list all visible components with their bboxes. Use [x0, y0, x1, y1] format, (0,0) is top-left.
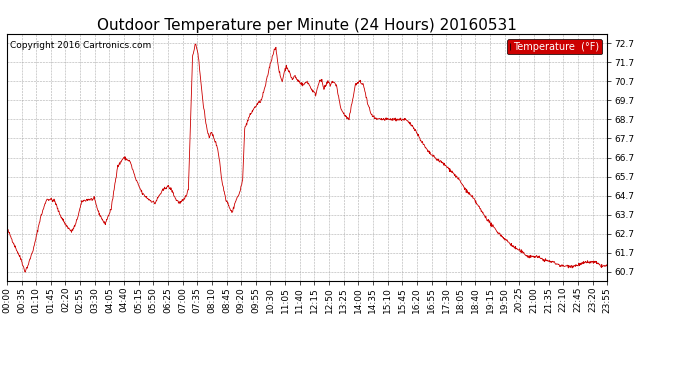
Text: Copyright 2016 Cartronics.com: Copyright 2016 Cartronics.com	[10, 41, 151, 50]
Legend: Temperature  (°F): Temperature (°F)	[507, 39, 602, 54]
Title: Outdoor Temperature per Minute (24 Hours) 20160531: Outdoor Temperature per Minute (24 Hours…	[97, 18, 517, 33]
